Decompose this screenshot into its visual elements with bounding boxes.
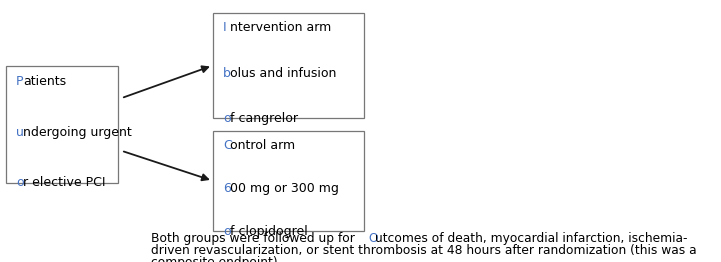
FancyBboxPatch shape: [6, 66, 118, 183]
Text: 6: 6: [223, 182, 231, 195]
Text: ntervention arm: ntervention arm: [230, 21, 331, 35]
Text: olus and infusion: olus and infusion: [230, 67, 337, 80]
Text: atients: atients: [23, 75, 66, 88]
Text: I: I: [223, 21, 226, 35]
Text: ndergoing urgent: ndergoing urgent: [23, 126, 132, 139]
Text: O: O: [368, 232, 378, 245]
Text: driven revascularization, or stent thrombosis at 48 hours after randomization (t: driven revascularization, or stent throm…: [151, 244, 697, 257]
Text: f clopidogrel: f clopidogrel: [230, 225, 308, 238]
Text: 00 mg or 300 mg: 00 mg or 300 mg: [230, 182, 339, 195]
Text: utcomes of death, myocardial infarction, ischemia-: utcomes of death, myocardial infarction,…: [375, 232, 687, 245]
Text: C: C: [223, 139, 231, 152]
FancyBboxPatch shape: [213, 13, 364, 118]
Text: o: o: [223, 225, 231, 238]
Text: b: b: [223, 67, 231, 80]
Text: f cangrelor: f cangrelor: [230, 112, 298, 125]
Text: ontrol arm: ontrol arm: [230, 139, 295, 152]
Text: Both groups were followed up for: Both groups were followed up for: [151, 232, 359, 245]
Text: u: u: [16, 126, 24, 139]
Text: r elective PCI: r elective PCI: [23, 176, 105, 189]
Text: composite endpoint): composite endpoint): [151, 256, 278, 262]
Text: o: o: [223, 112, 231, 125]
Text: o: o: [16, 176, 24, 189]
Text: P: P: [16, 75, 23, 88]
FancyBboxPatch shape: [213, 131, 364, 231]
